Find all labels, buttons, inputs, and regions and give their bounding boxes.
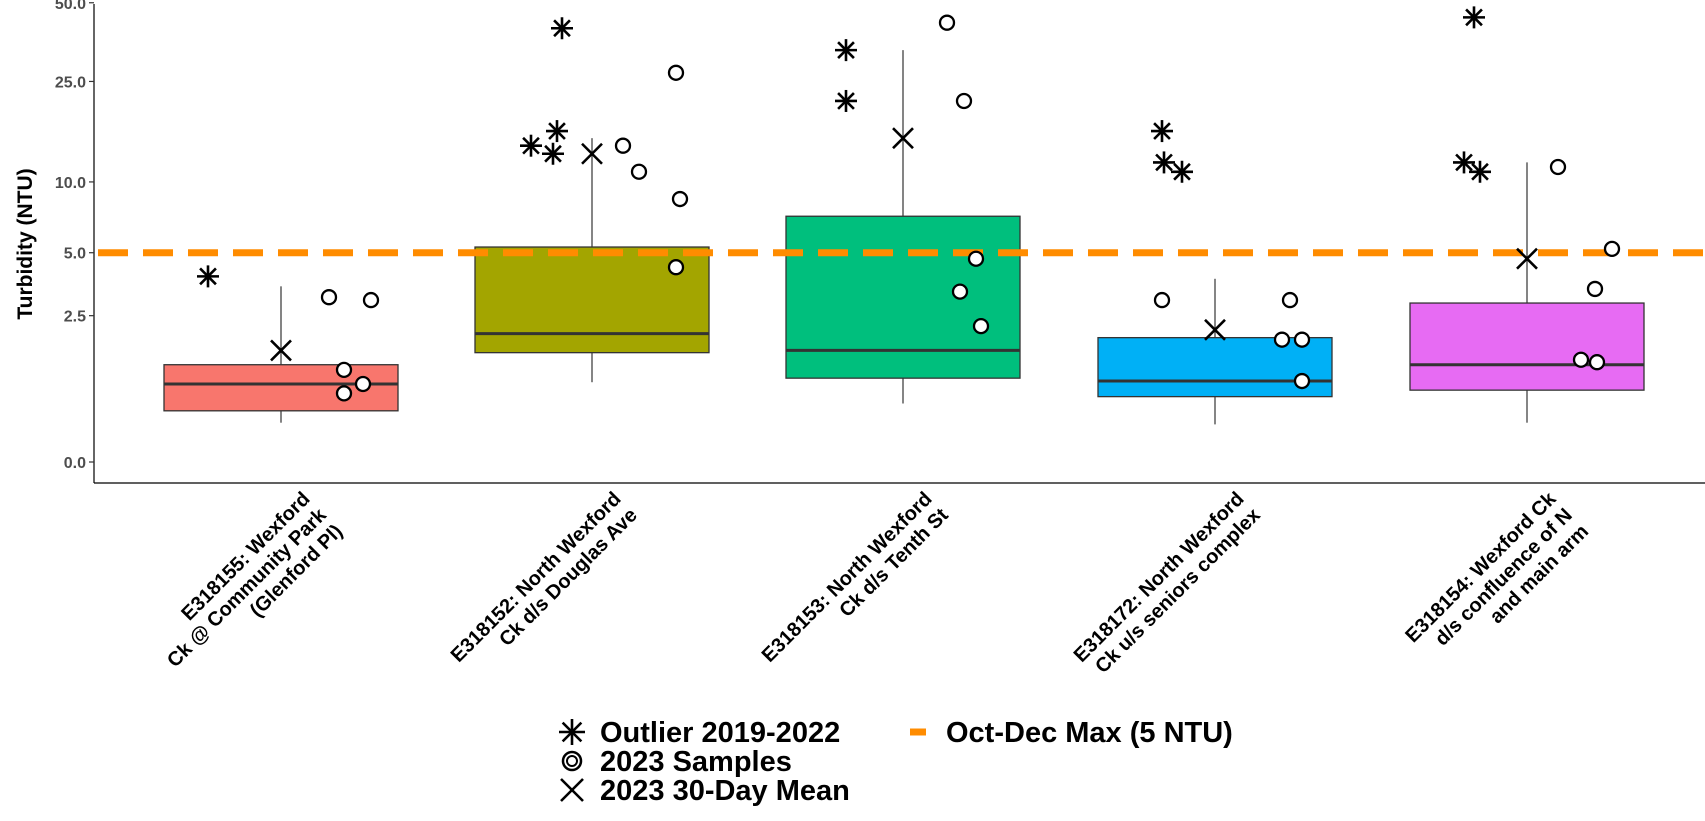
sample-point — [972, 317, 990, 335]
sample-point — [955, 92, 973, 110]
y-ticks-layer: 250.0100.050.025.010.05.02.50.0 — [55, 0, 94, 472]
sample-point — [671, 190, 689, 208]
category-labels-layer: E318155: WexfordCk @ Community Park(Glen… — [147, 487, 1593, 688]
category-label: E318172: North WexfordCk u/s seniors com… — [1070, 488, 1265, 683]
boxplot-4 — [1097, 278, 1333, 425]
sample-point — [335, 385, 353, 402]
sample-point — [967, 250, 985, 267]
box-iqr — [1097, 336, 1333, 398]
sample-point — [335, 361, 353, 379]
points-layer — [197, 6, 1621, 402]
outlier-point — [551, 17, 573, 40]
sample-point — [667, 259, 685, 276]
legend-item-cross: 2023 30-Day Mean — [560, 775, 850, 807]
outlier-point — [1151, 120, 1173, 143]
y-tick-label: 50.0 — [55, 0, 86, 13]
outlier-point — [1171, 160, 1193, 183]
sample-point — [630, 163, 648, 180]
sample-point — [1549, 158, 1567, 176]
y-tick-label: 10.0 — [55, 175, 86, 192]
outlier-point — [520, 134, 542, 157]
sample-point — [1572, 351, 1590, 368]
boxes-layer — [163, 50, 1645, 425]
outlier-point — [1453, 151, 1475, 174]
legend-label: 2023 Samples — [600, 746, 792, 778]
sample-point — [1153, 291, 1171, 309]
box-iqr — [1409, 302, 1645, 391]
mean-marker — [1204, 318, 1226, 341]
axes-layer: Turbidity (NTU) — [14, 4, 1705, 484]
outlier-point — [835, 39, 857, 62]
category-label: E318155: WexfordCk @ Community Park(Glen… — [147, 487, 348, 688]
legend-item-dash: Oct-Dec Max (5 NTU) — [910, 717, 1233, 749]
y-tick-label: 0.0 — [64, 455, 86, 472]
y-tick-label: 2.5 — [64, 309, 86, 326]
outlier-point — [1153, 151, 1175, 174]
sample-point — [951, 283, 969, 300]
legend-circle-icon — [561, 750, 583, 772]
category-label: E318153: North WexfordCk d/s Tenth St — [758, 488, 953, 683]
y-tick-label: 25.0 — [55, 74, 86, 91]
legend-item-asterisk: Outlier 2019-2022 — [559, 717, 840, 749]
sample-point — [1293, 331, 1311, 348]
sample-point — [362, 291, 380, 309]
sample-point — [1281, 291, 1299, 309]
mean-marker — [892, 127, 914, 150]
sample-point — [1588, 354, 1606, 371]
boxplot-3 — [785, 50, 1021, 404]
sample-point — [667, 64, 685, 81]
outlier-point — [542, 142, 564, 165]
mean-marker — [1516, 247, 1538, 270]
sample-point — [938, 14, 956, 31]
outlier-point — [546, 120, 568, 143]
outlier-point — [1469, 160, 1491, 183]
boxplot-1 — [163, 286, 399, 423]
category-label: E318154: Wexford Ckd/s confluence of Nan… — [1401, 487, 1593, 679]
outlier-point — [1463, 6, 1485, 29]
legend-item-circle: 2023 Samples — [561, 746, 792, 778]
boxplot-5 — [1409, 162, 1645, 423]
y-axis-title: Turbidity (NTU) — [14, 168, 37, 319]
sample-point — [1603, 240, 1621, 258]
sample-point — [1586, 280, 1604, 298]
legend-label: 2023 30-Day Mean — [600, 775, 850, 807]
legend-asterisk-icon — [559, 719, 585, 745]
legend-label: Oct-Dec Max (5 NTU) — [946, 717, 1233, 749]
outlier-point — [197, 265, 219, 288]
legend-cross-icon — [560, 778, 584, 802]
sample-point — [1293, 372, 1311, 390]
sample-point — [1273, 331, 1291, 348]
legend-label: Outlier 2019-2022 — [600, 717, 840, 749]
sample-point — [614, 137, 632, 154]
y-tick-label: 5.0 — [64, 246, 86, 263]
mean-marker — [581, 142, 603, 165]
sample-point — [354, 375, 372, 393]
mean-marker — [270, 339, 292, 362]
sample-point — [320, 289, 338, 306]
outlier-point — [835, 89, 857, 112]
box-iqr — [785, 215, 1021, 379]
category-label: E318152: North WexfordCk d/s Douglas Ave — [447, 488, 642, 683]
